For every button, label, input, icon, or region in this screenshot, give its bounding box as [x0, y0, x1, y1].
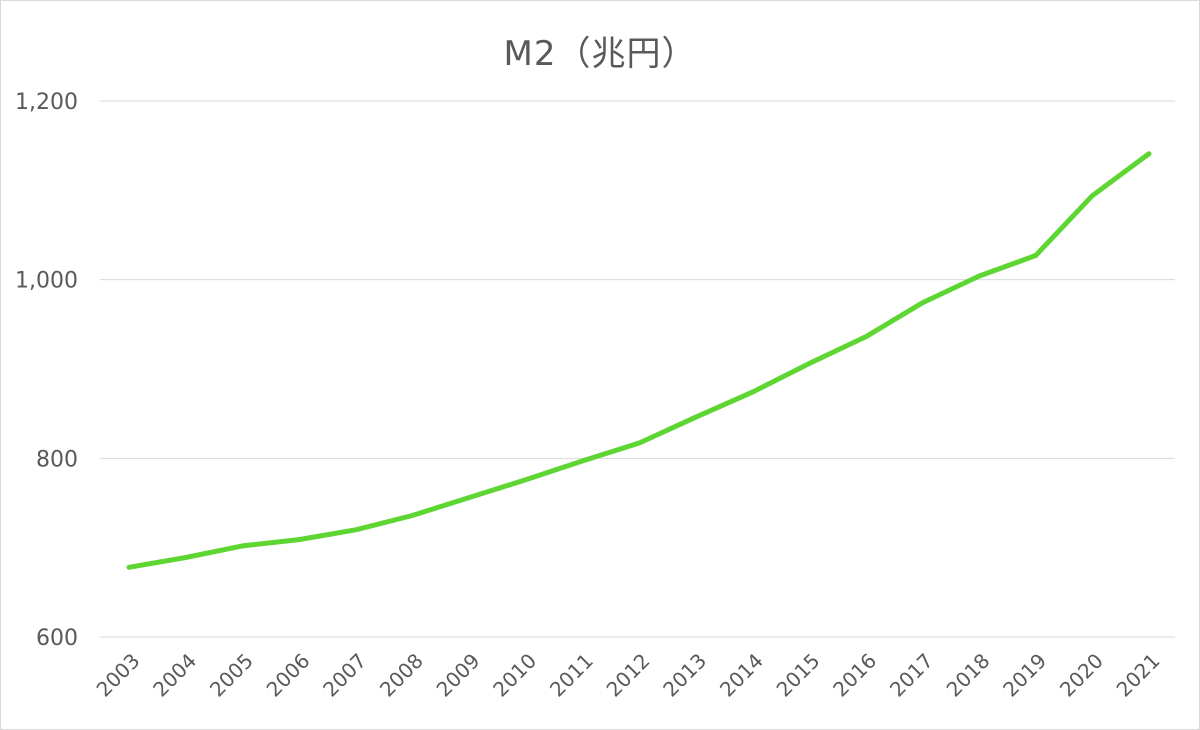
- x-tick-label: 2019: [998, 649, 1051, 702]
- y-tick-label: 800: [36, 447, 78, 472]
- x-tick-label: 2004: [148, 649, 201, 702]
- x-tick-label: 2008: [375, 649, 428, 702]
- x-tick-label: 2014: [715, 649, 768, 702]
- chart-title: M2（兆円）: [503, 34, 697, 74]
- x-tick-label: 2003: [92, 649, 145, 702]
- x-tick-label: 2015: [772, 649, 825, 702]
- gridlines: [100, 100, 1175, 638]
- x-tick-label: 2011: [545, 649, 598, 702]
- x-tick-label: 2021: [1112, 649, 1165, 702]
- x-tick-label: 2009: [432, 649, 485, 702]
- x-tick-label: 2018: [942, 649, 995, 702]
- y-tick-label: 600: [36, 626, 78, 651]
- x-tick-label: 2005: [205, 649, 258, 702]
- series-layer: [126, 151, 1152, 570]
- x-tick-label: 2013: [658, 649, 711, 702]
- x-tick-label: 2007: [318, 649, 371, 702]
- x-tick-label: 2016: [828, 649, 881, 702]
- x-tick-label: 2010: [488, 649, 541, 702]
- series-line: [126, 151, 1152, 570]
- y-axis-ticks: 600 800 1,000 1,200: [15, 90, 78, 651]
- x-tick-label: 2006: [262, 649, 315, 702]
- x-tick-label: 2020: [1055, 649, 1108, 702]
- x-tick-label: 2012: [602, 649, 655, 702]
- x-axis-ticks: 2003 2004 2005 2006 2007 2008 2009 2010 2011 2012…: [92, 649, 1165, 702]
- y-tick-label: 1,000: [15, 269, 78, 294]
- y-tick-label: 1,200: [15, 90, 78, 115]
- x-tick-label: 2017: [885, 649, 938, 702]
